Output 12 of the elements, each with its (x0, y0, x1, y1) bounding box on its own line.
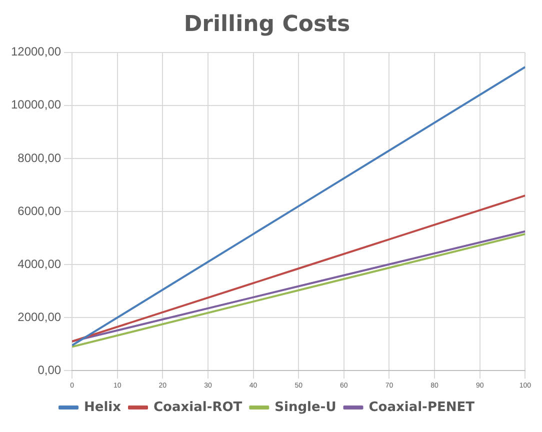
y-tick-label: 6000,00 (18, 204, 62, 218)
legend-label: Single-U (274, 400, 336, 415)
legend-label: Coaxial-ROT (154, 400, 242, 415)
y-tick-label: 8000,00 (18, 150, 62, 165)
y-tick-label: 0,00 (38, 362, 62, 377)
y-tick-label: 12000,00 (10, 44, 62, 59)
legend-label: Helix (84, 400, 122, 415)
legend-label: Coaxial-PENET (368, 400, 475, 415)
chart-title: Drilling Costs (184, 12, 350, 37)
y-tick-label: 4000,00 (18, 256, 62, 271)
y-tick-label: 2000,00 (18, 310, 62, 324)
y-tick-label: 10000,00 (10, 98, 62, 112)
